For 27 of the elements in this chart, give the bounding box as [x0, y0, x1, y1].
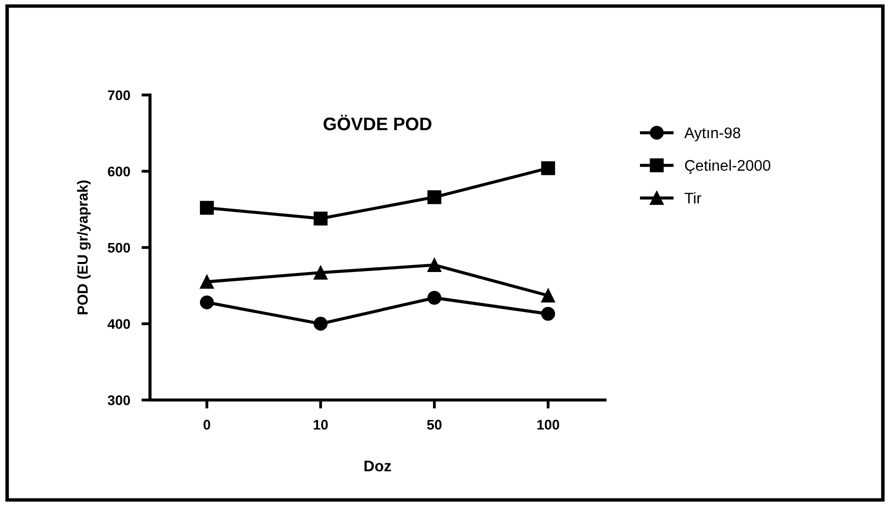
x-axis-title: Doz: [364, 460, 391, 472]
x-tick-label: 10: [314, 420, 328, 430]
point: [200, 274, 214, 289]
legend-label: Tir: [684, 192, 702, 204]
x-tick-label: 100: [537, 420, 560, 430]
point: [200, 295, 214, 310]
x-tick-label: 50: [427, 420, 442, 430]
text: GÖVDE POD: [324, 114, 432, 130]
y-axis-title: POD (EU gr/yaprak): [77, 180, 91, 314]
point: [541, 306, 556, 321]
y-tick-label: 300: [108, 395, 130, 406]
point: [427, 258, 442, 272]
point: [314, 212, 328, 226]
point: [200, 200, 214, 215]
point: [314, 316, 328, 331]
y-tick-label: 600: [108, 166, 130, 176]
y-tick-label: 400: [108, 319, 130, 329]
legend-label: Aytın-98: [684, 127, 740, 142]
point: [427, 190, 442, 204]
y-tick-label: 500: [108, 242, 130, 253]
x-tick-label: 0: [204, 420, 210, 430]
legend-label: Çetinel-2000: [685, 160, 770, 174]
point: [314, 266, 328, 280]
y-tick-label: 700: [108, 90, 130, 100]
point: [541, 161, 556, 176]
point: [427, 290, 442, 305]
point: [541, 288, 556, 302]
